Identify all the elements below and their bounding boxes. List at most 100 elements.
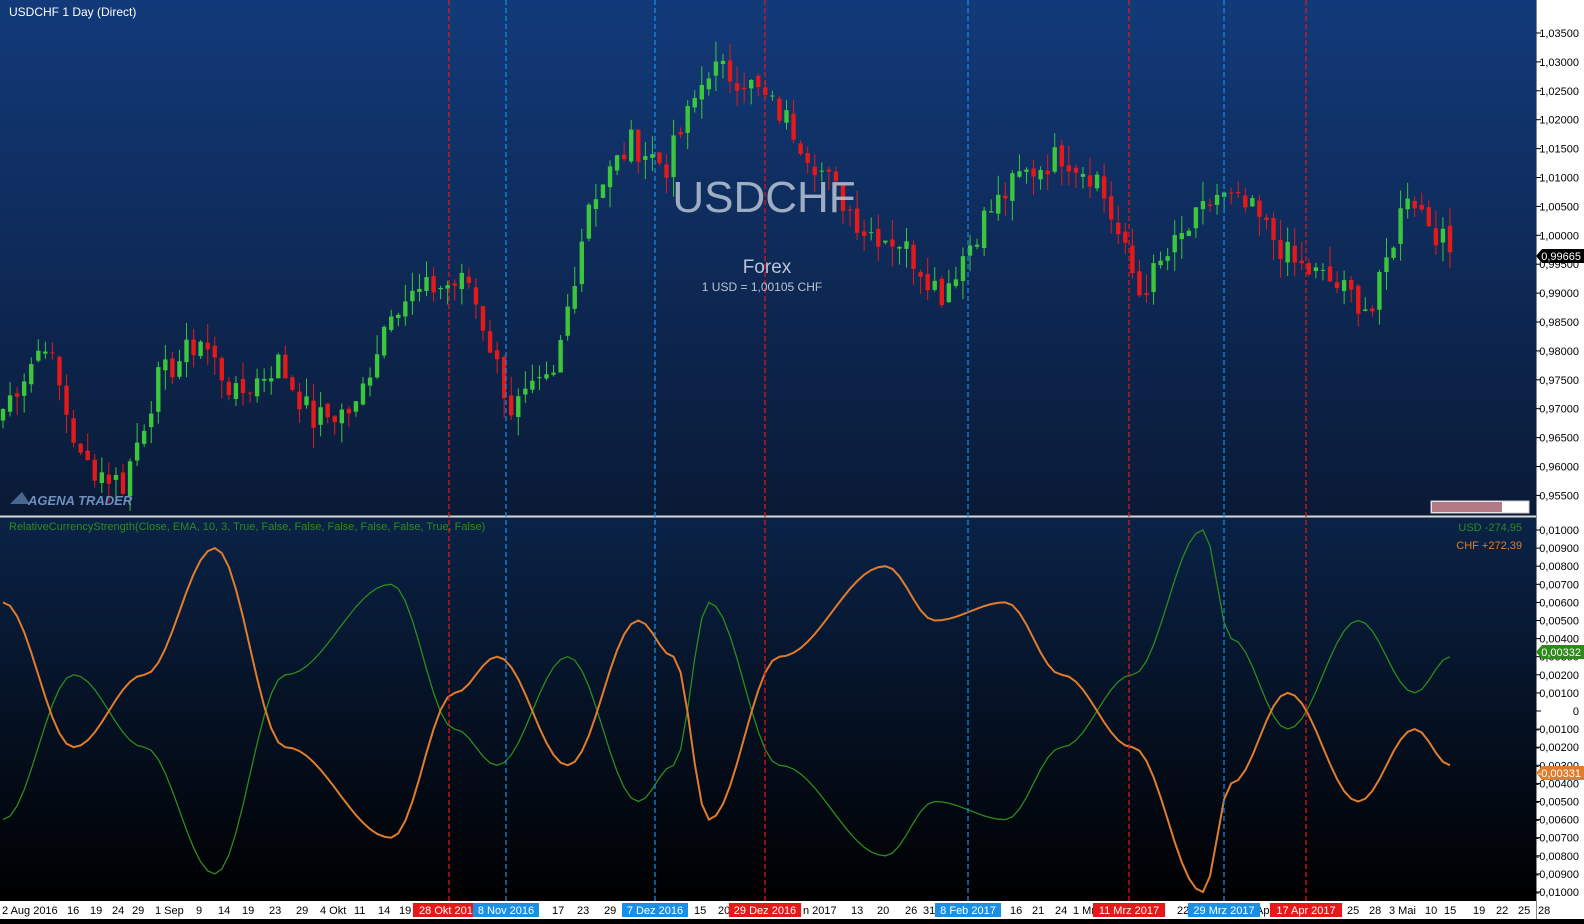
candle xyxy=(134,423,140,467)
event-date-label: 29 Mrz 2017 xyxy=(1187,903,1261,917)
candle xyxy=(1151,254,1156,305)
candle xyxy=(989,199,994,213)
indicator-tick-label: -0,00700 xyxy=(1536,833,1579,845)
price-tick-label: 1,01000 xyxy=(1539,173,1579,185)
candle xyxy=(854,190,860,241)
candle xyxy=(516,388,521,436)
candle xyxy=(692,90,697,113)
candle xyxy=(1144,274,1149,303)
candle xyxy=(353,400,359,417)
candle xyxy=(600,184,606,199)
candle xyxy=(1186,228,1192,237)
candle xyxy=(205,324,210,365)
svg-text:17 Apr 2017: 17 Apr 2017 xyxy=(1276,905,1335,917)
price-axis-bg[interactable] xyxy=(1536,0,1584,919)
candle xyxy=(636,129,641,174)
candle xyxy=(212,336,217,375)
candle xyxy=(261,368,267,393)
candle xyxy=(727,43,733,93)
date-tick-label: 26 xyxy=(905,905,917,917)
svg-text:28 Okt 2016: 28 Okt 2016 xyxy=(419,905,479,917)
candle xyxy=(614,154,620,176)
candle xyxy=(120,464,126,496)
candle xyxy=(141,424,147,448)
candle xyxy=(805,146,810,174)
candle xyxy=(833,166,839,191)
date-tick-label: 20 xyxy=(718,905,730,917)
candle xyxy=(1207,198,1213,212)
candle xyxy=(967,235,973,272)
candle xyxy=(254,368,260,403)
svg-text:11 Mrz 2017: 11 Mrz 2017 xyxy=(1099,905,1159,917)
candle xyxy=(1299,242,1304,271)
legend-chf: CHF +272,39 xyxy=(1456,540,1522,552)
candle xyxy=(650,136,655,172)
zoom-scrollbar-thumb[interactable] xyxy=(1432,502,1502,512)
window-title: USDCHF 1 Day (Direct) xyxy=(9,5,136,19)
candle xyxy=(1285,227,1290,277)
candle xyxy=(883,240,888,245)
date-tick-label: 29 xyxy=(296,905,308,917)
chf-value-label: -0,00331 xyxy=(1538,768,1581,780)
candle xyxy=(480,305,486,341)
date-tick-label: 1 Sep xyxy=(155,905,184,917)
date-tick-label: 25 xyxy=(1518,905,1530,917)
event-date-label: 8 Nov 2016 xyxy=(473,903,539,917)
candle xyxy=(770,90,775,101)
candle xyxy=(1405,182,1410,219)
date-tick-label: 25 xyxy=(1347,905,1359,917)
candle xyxy=(629,120,634,164)
candle xyxy=(1158,251,1163,269)
candle xyxy=(1080,166,1086,189)
candle xyxy=(925,257,930,300)
price-tick-label: 0,98500 xyxy=(1539,317,1579,329)
candle xyxy=(233,375,239,407)
candle xyxy=(1398,190,1403,261)
candle xyxy=(184,322,189,378)
candle xyxy=(389,309,394,333)
candle xyxy=(565,293,570,341)
candle xyxy=(198,339,203,359)
candle xyxy=(318,392,323,437)
candle xyxy=(791,99,796,144)
candle xyxy=(0,408,6,429)
date-tick-label: n 2017 xyxy=(803,905,837,917)
candle xyxy=(276,352,281,379)
date-tick-label: 29 xyxy=(604,905,616,917)
candle xyxy=(1116,205,1121,245)
date-tick-label: 17 xyxy=(552,905,564,917)
candle xyxy=(99,457,105,493)
indicator-tick-label: -0,00500 xyxy=(1536,797,1579,809)
price-tick-label: 1,02500 xyxy=(1539,86,1579,98)
price-tick-label: 1,00500 xyxy=(1539,201,1579,213)
indicator-tick-label: -0,00900 xyxy=(1536,869,1579,881)
candle xyxy=(996,175,1001,221)
candle xyxy=(777,95,782,125)
price-tick-label: 0,99000 xyxy=(1539,288,1579,300)
indicator-tick-label: 0,00600 xyxy=(1539,597,1579,609)
indicator-tick-label: 0,00700 xyxy=(1539,579,1579,591)
candle xyxy=(1073,164,1079,188)
candle xyxy=(671,119,676,197)
candle xyxy=(537,365,542,391)
watermark-rate: 1 USD = 1,00105 CHF xyxy=(702,280,822,294)
candle xyxy=(43,341,48,359)
candle xyxy=(487,320,493,354)
candle xyxy=(1320,263,1326,281)
date-tick-label: 24 xyxy=(1055,905,1067,917)
candle xyxy=(226,376,232,401)
candle xyxy=(1433,210,1439,255)
candle xyxy=(939,275,944,308)
candle xyxy=(678,127,683,138)
indicator-tick-label: 0,00400 xyxy=(1539,634,1579,646)
date-tick-label: 3 Mai xyxy=(1389,905,1416,917)
candle xyxy=(840,182,846,224)
candle xyxy=(304,378,309,409)
watermark-category: Forex xyxy=(743,257,792,278)
indicator-tick-label: -0,01000 xyxy=(1536,887,1579,899)
indicator-tick-label: 0,00500 xyxy=(1539,616,1579,628)
price-tick-label: 0,97000 xyxy=(1539,404,1579,416)
indicator-tick-label: -0,00800 xyxy=(1536,851,1579,863)
candle xyxy=(918,269,923,294)
candle xyxy=(374,335,380,380)
